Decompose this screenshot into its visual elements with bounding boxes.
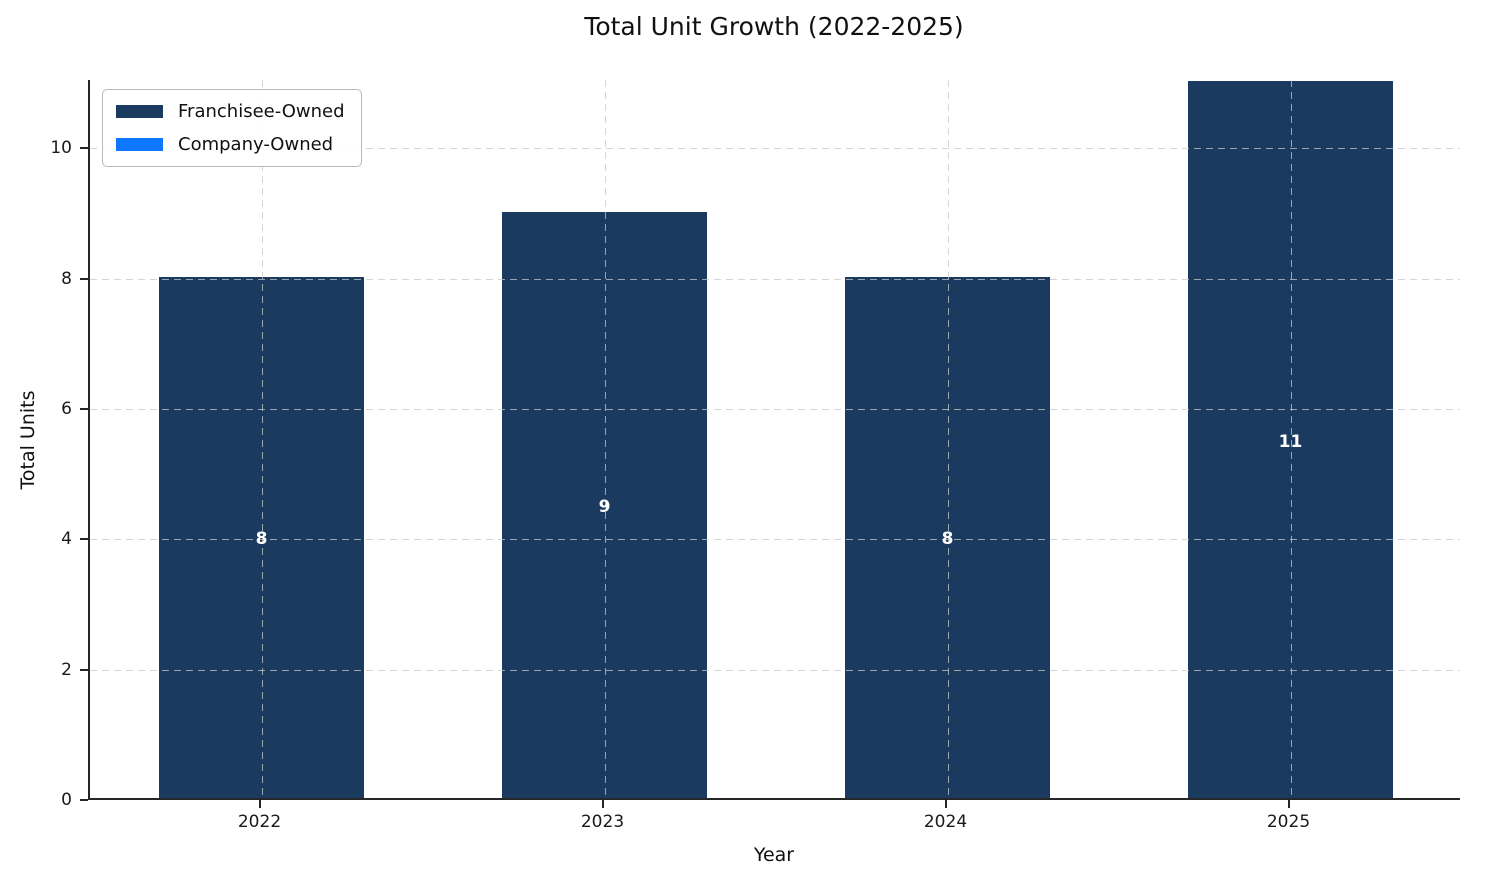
x-tick-mark <box>1287 800 1290 808</box>
y-tick-mark <box>80 408 88 411</box>
x-tick-label: 2025 <box>1266 812 1311 832</box>
y-tick-label: 6 <box>61 399 72 420</box>
y-tick-label: 0 <box>61 790 72 810</box>
legend-swatch <box>116 138 163 151</box>
bar-segment-franchisee-owned <box>1187 81 1394 798</box>
legend-item: Company-Owned <box>116 134 345 155</box>
bar-value-label: 9 <box>598 496 611 517</box>
y-tick-mark <box>80 277 88 280</box>
x-tick-label: 2024 <box>923 812 968 832</box>
y-tick-label: 10 <box>50 138 72 159</box>
plot-area: Franchisee-Owned Company-Owned 8 9 8 11 <box>88 80 1460 800</box>
bar-value-label: 11 <box>1278 431 1303 452</box>
legend: Franchisee-Owned Company-Owned <box>102 89 362 167</box>
x-tick-label: 2022 <box>237 812 282 832</box>
bar-segment-franchisee-owned <box>501 211 708 798</box>
bar-segment-franchisee-owned <box>158 276 365 798</box>
y-tick-mark <box>80 147 88 150</box>
legend-label: Company-Owned <box>178 134 334 155</box>
x-tick-mark <box>601 800 604 808</box>
y-tick-label: 4 <box>61 529 72 550</box>
chart-title: Total Unit Growth (2022-2025) <box>584 12 964 41</box>
x-tick-label: 2023 <box>580 812 625 832</box>
y-tick-mark <box>80 668 88 671</box>
y-tick-label: 8 <box>61 268 72 289</box>
bar-value-label: 8 <box>255 529 268 550</box>
y-tick-label: 2 <box>61 659 72 680</box>
legend-swatch <box>116 105 163 118</box>
bar-value-label: 8 <box>941 529 954 550</box>
y-tick-mark <box>80 799 88 801</box>
bar-segment-franchisee-owned <box>844 276 1051 798</box>
y-tick-mark <box>80 538 88 541</box>
legend-label: Franchisee-Owned <box>178 101 345 122</box>
y-axis-label: Total Units <box>17 390 39 490</box>
x-tick-mark <box>258 800 261 808</box>
x-axis-label: Year <box>753 844 795 866</box>
legend-item: Franchisee-Owned <box>116 101 345 122</box>
x-tick-mark <box>944 800 947 808</box>
